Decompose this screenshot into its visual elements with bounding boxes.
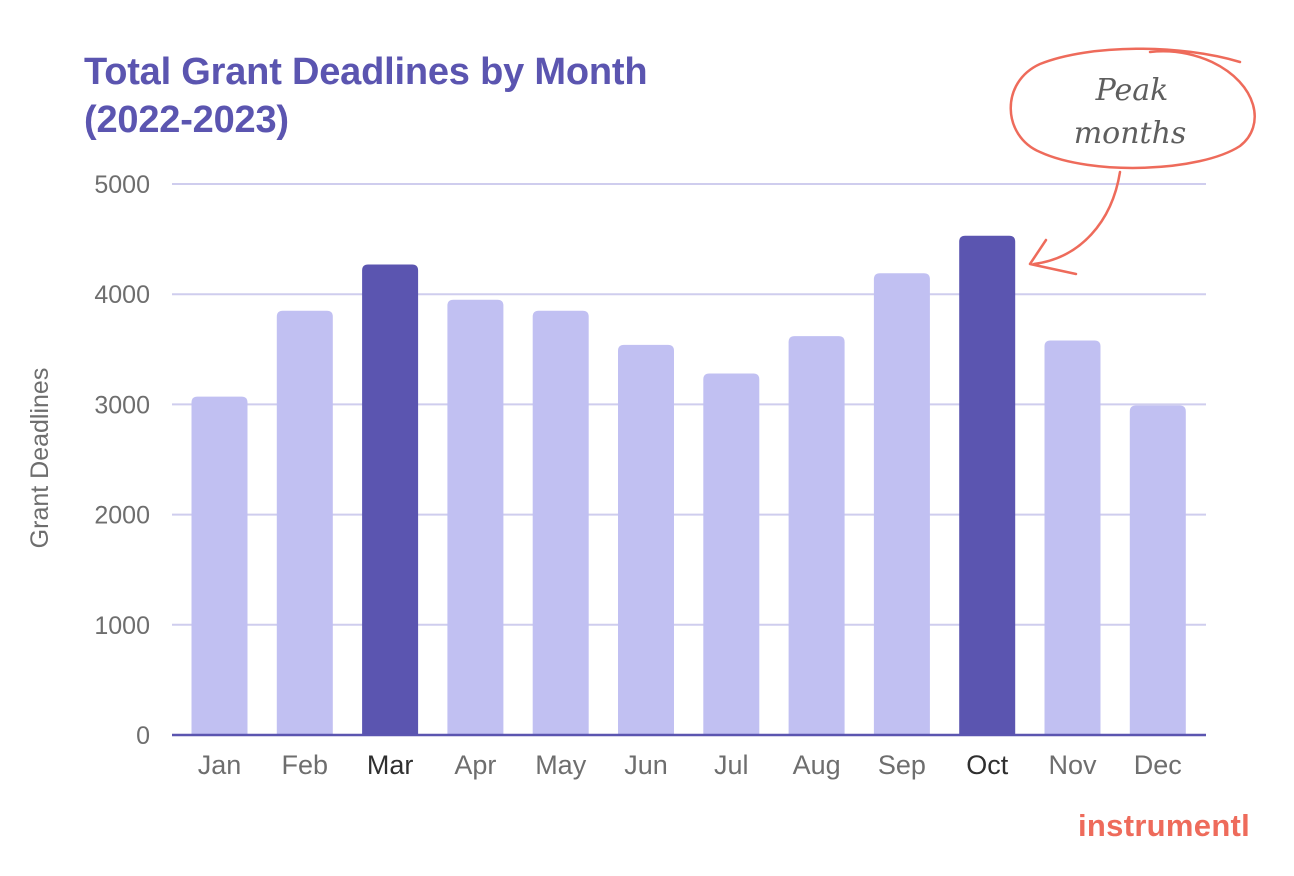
- callout-text-line-1: Peak: [1095, 73, 1169, 108]
- x-tick-label: Sep: [878, 750, 926, 780]
- y-tick-label: 4000: [94, 281, 150, 309]
- instrumentl-logo: instrumentl: [1078, 808, 1251, 843]
- callout-text-line-2: months: [1074, 116, 1187, 151]
- y-tick-label: 1000: [94, 612, 150, 640]
- x-tick-label: Feb: [282, 750, 329, 780]
- gridlines: [172, 183, 1206, 626]
- y-axis-label: Grant Deadlines: [26, 368, 54, 549]
- y-tick-label: 2000: [94, 502, 150, 530]
- y-axis-ticks: 0 1000 2000 3000 4000 5000: [94, 171, 150, 750]
- bar-jun: [618, 344, 674, 735]
- bar-oct: [959, 235, 1016, 735]
- x-tick-label: Jan: [198, 750, 242, 780]
- bar-aug: [788, 336, 845, 735]
- x-tick-label: Jun: [624, 750, 668, 780]
- chart-title-line-2: (2022-2023): [84, 99, 289, 141]
- bars: [191, 235, 1186, 735]
- chart-title-line-1: Total Grant Deadlines by Month: [84, 51, 648, 93]
- x-tick-label: Jul: [714, 750, 749, 780]
- bar-nov: [1044, 340, 1101, 735]
- callout-arrow-head: [1028, 238, 1078, 276]
- x-tick-label: Mar: [367, 750, 414, 780]
- bar-feb: [276, 310, 333, 735]
- x-tick-label: Nov: [1048, 750, 1097, 780]
- x-tick-label: Dec: [1134, 750, 1182, 780]
- x-tick-label: Apr: [454, 750, 496, 780]
- y-tick-label: 3000: [94, 391, 150, 419]
- callout-bubble-outline: [1009, 47, 1256, 170]
- bar-jan: [191, 396, 248, 735]
- bar-jul: [703, 373, 760, 735]
- bar-mar: [362, 264, 419, 735]
- peak-months-callout: Peak months: [1009, 47, 1256, 276]
- bar-dec: [1129, 405, 1186, 735]
- y-tick-label: 0: [136, 722, 150, 750]
- x-tick-label: Aug: [793, 750, 841, 780]
- chart-title: Total Grant Deadlines by Month (2022-202…: [84, 48, 648, 144]
- bar-may: [532, 310, 589, 735]
- x-tick-label: May: [535, 750, 587, 780]
- bar-sep: [873, 273, 930, 735]
- y-tick-label: 5000: [94, 171, 150, 199]
- bar-apr: [447, 299, 504, 735]
- callout-arrow-line: [1032, 170, 1122, 266]
- x-axis-ticks: Jan Feb Mar Apr May Jun Jul Aug Sep Oct Nov Dec: [198, 750, 1182, 780]
- x-tick-label: Oct: [966, 750, 1009, 780]
